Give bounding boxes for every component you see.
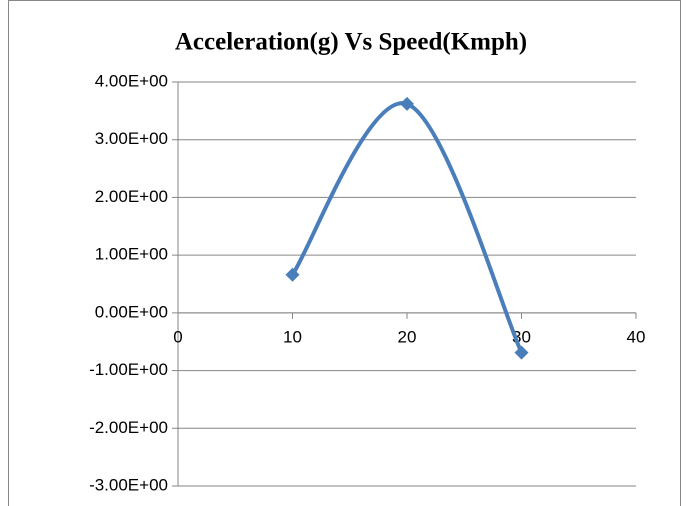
data-point bbox=[285, 267, 300, 282]
x-tick-label: 10 bbox=[283, 327, 302, 346]
x-tick-label: 0 bbox=[173, 327, 182, 346]
y-tick-label: -2.00E+00 bbox=[89, 418, 168, 437]
chart-frame bbox=[8, 0, 681, 506]
y-tick-label: 0.00E+00 bbox=[95, 302, 168, 321]
data-point bbox=[400, 96, 414, 111]
chart-title: Acceleration(g) Vs Speed(Kmph) bbox=[175, 29, 527, 56]
x-tick-label: 20 bbox=[398, 327, 417, 346]
x-tick-label: 40 bbox=[627, 327, 646, 346]
y-tick-label: -1.00E+00 bbox=[89, 360, 168, 379]
y-tick-label: 1.00E+00 bbox=[95, 245, 168, 264]
data-point bbox=[514, 345, 529, 360]
y-tick-label: 3.00E+00 bbox=[95, 129, 168, 148]
y-tick-label: 4.00E+00 bbox=[95, 71, 168, 90]
y-tick-label: 2.00E+00 bbox=[95, 187, 168, 206]
y-tick-label: -3.00E+00 bbox=[89, 475, 168, 494]
